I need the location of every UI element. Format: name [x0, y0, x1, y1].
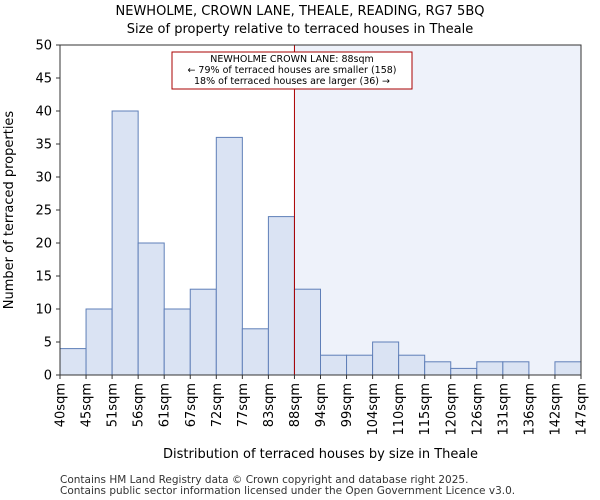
y-tick-label: 20 [35, 237, 52, 252]
x-tick-label: 126sqm [470, 383, 485, 436]
bar-67sqm [189, 288, 217, 376]
x-tick-label: 40sqm [54, 383, 69, 427]
y-tick-label: 25 [35, 204, 52, 219]
y-tick-label: 50 [35, 39, 52, 54]
bar-83sqm [267, 216, 295, 376]
y-tick-label: 30 [35, 171, 52, 186]
x-tick-label: 94sqm [314, 383, 329, 427]
bar-115sqm [424, 361, 452, 376]
y-tick-label: 15 [35, 270, 52, 285]
x-tick-label: 67sqm [184, 383, 199, 427]
annotation-line-2: ← 79% of terraced houses are smaller (15… [187, 65, 396, 76]
x-tick-label: 147sqm [575, 383, 590, 436]
bar-61sqm [163, 308, 191, 376]
x-tick-label: 131sqm [496, 383, 511, 436]
bar-131sqm [502, 361, 530, 376]
annotation-box: NEWHOLME CROWN LANE: 88sqm ← 79% of terr… [171, 51, 413, 90]
bar-99sqm [346, 354, 374, 376]
annotation-line-1: NEWHOLME CROWN LANE: 88sqm [210, 54, 374, 65]
bar-120sqm [450, 367, 478, 376]
x-tick-label: 77sqm [236, 383, 251, 427]
x-tick-label: 56sqm [132, 383, 147, 427]
bar-110sqm [398, 354, 426, 376]
bar-77sqm [241, 328, 269, 376]
x-tick-label: 51sqm [106, 383, 121, 427]
bar-104sqm [372, 341, 400, 376]
y-tick-label: 10 [35, 303, 52, 318]
y-axis-label: Number of terraced properties [2, 111, 17, 310]
x-tick-label: 115sqm [418, 383, 433, 436]
x-axis-label: Distribution of terraced houses by size … [163, 447, 478, 462]
x-tick-label: 120sqm [444, 383, 459, 436]
bar-45sqm [85, 308, 113, 376]
x-tick-label: 83sqm [262, 383, 277, 427]
x-tick-label: 88sqm [288, 383, 303, 427]
x-tick-label: 104sqm [366, 383, 381, 436]
bar-51sqm [111, 110, 139, 376]
bar-88sqm [293, 288, 322, 376]
x-tick-label: 61sqm [158, 383, 173, 427]
annotation-line-3: 18% of terraced houses are larger (36) → [194, 76, 390, 87]
footer-line-2: Contains public sector information licen… [60, 485, 516, 497]
footer-line-1: Contains HM Land Registry data © Crown c… [60, 474, 469, 486]
larger-region-highlight [294, 45, 581, 375]
x-tick-label: 136sqm [522, 383, 537, 436]
x-tick-label: 99sqm [340, 383, 355, 427]
x-tick-label: 142sqm [548, 383, 563, 436]
bar-72sqm [215, 136, 243, 376]
y-tick-label: 40 [35, 105, 52, 120]
bar-126sqm [476, 361, 504, 376]
bar-56sqm [137, 242, 165, 376]
y-tick-label: 5 [44, 336, 52, 351]
x-tick-label: 110sqm [392, 383, 407, 436]
bar-94sqm [320, 354, 348, 376]
bar-142sqm [554, 361, 582, 376]
chart-title: NEWHOLME, CROWN LANE, THEALE, READING, R… [115, 4, 485, 19]
y-tick-label: 45 [35, 72, 52, 87]
chart-subtitle: Size of property relative to terraced ho… [126, 22, 474, 37]
y-tick-label: 0 [44, 369, 52, 384]
x-tick-label: 45sqm [80, 383, 95, 427]
y-tick-label: 35 [35, 138, 52, 153]
bar-40sqm [59, 348, 87, 376]
x-tick-label: 72sqm [210, 383, 225, 427]
